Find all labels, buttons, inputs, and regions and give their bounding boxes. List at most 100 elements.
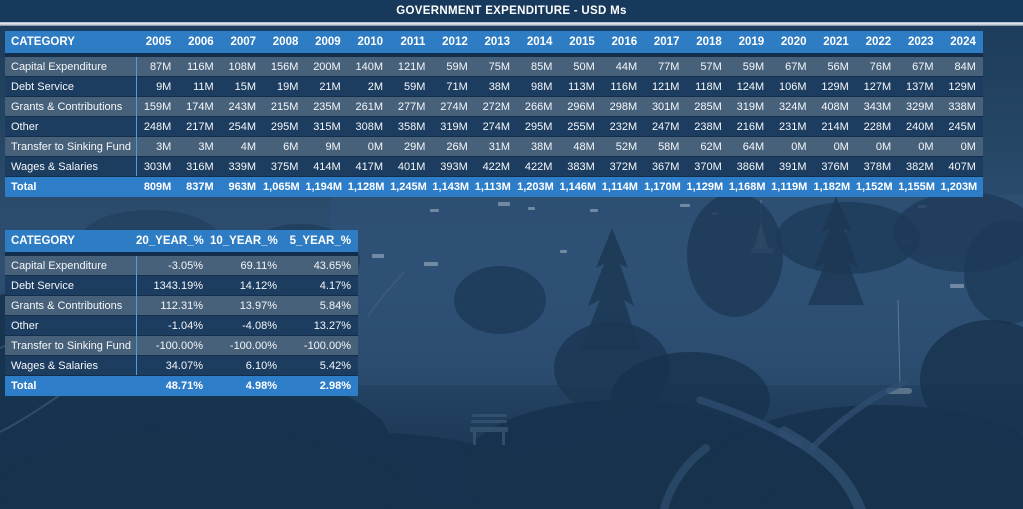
- page-title: GOVERNMENT EXPENDITURE - USD Ms: [396, 5, 627, 17]
- value-cell: 85M: [531, 60, 553, 73]
- value-cell: 29M: [404, 140, 426, 153]
- value-cell: 414M: [313, 160, 341, 173]
- value-cell: 5.84%: [319, 299, 351, 312]
- value-cell: 215M: [270, 100, 299, 113]
- column-header[interactable]: 2007: [230, 36, 257, 48]
- value-cell: 121M: [651, 80, 680, 93]
- table-row: Debt Service 9M 11M 15M 19M 21M 2M 59M 71M 38M 98M…: [5, 77, 983, 96]
- value-cell: 76M: [869, 60, 892, 73]
- value-cell: 214M: [821, 120, 849, 133]
- total-value-cell: 1,194M: [305, 181, 343, 193]
- park-bench: [470, 414, 508, 445]
- table-row: Grants & Contributions 112.31% 13.97% 5.84%: [5, 296, 358, 315]
- column-header[interactable]: 2019: [738, 36, 765, 48]
- total-value-cell: 1,203M: [517, 181, 554, 193]
- value-cell: 106M: [778, 80, 807, 93]
- total-value-cell: 1,170M: [644, 181, 681, 193]
- value-cell: 298M: [609, 100, 638, 113]
- row-category-label: Other: [11, 319, 39, 332]
- column-header[interactable]: 2006: [188, 36, 214, 48]
- column-header-category[interactable]: CATEGORY: [11, 235, 75, 247]
- value-cell: 272M: [482, 100, 511, 113]
- value-cell: 84M: [954, 60, 976, 73]
- value-cell: 0M: [875, 140, 892, 153]
- value-cell: 301M: [651, 100, 680, 113]
- column-header[interactable]: 2018: [696, 36, 722, 48]
- value-cell: 159M: [143, 100, 172, 113]
- table-row: Other 248M 217M 254M 295M 315M 308M 358M 319M 274…: [5, 117, 983, 136]
- column-header[interactable]: 2024: [950, 36, 976, 48]
- row-category-label: Debt Service: [11, 80, 74, 93]
- column-header[interactable]: 2010: [357, 36, 384, 48]
- value-cell: 31M: [488, 140, 511, 153]
- value-cell: 15M: [234, 80, 257, 93]
- column-header[interactable]: 2008: [272, 36, 299, 48]
- column-header[interactable]: 2021: [823, 36, 849, 48]
- value-cell: 75M: [488, 60, 511, 73]
- value-cell: 118M: [695, 80, 722, 93]
- column-header[interactable]: 2015: [569, 36, 595, 48]
- value-cell: 4M: [240, 140, 257, 153]
- column-header[interactable]: 5_YEAR_%: [289, 235, 351, 247]
- total-value-cell: 1,168M: [728, 181, 766, 193]
- value-cell: 127M: [863, 80, 892, 93]
- column-header[interactable]: 2013: [484, 36, 511, 48]
- value-cell: 274M: [440, 100, 468, 113]
- value-cell: 376M: [821, 160, 849, 173]
- value-cell: -100.00%: [229, 339, 277, 352]
- total-value-cell: 1,245M: [390, 181, 427, 193]
- value-cell: 11M: [193, 80, 214, 93]
- value-cell: 137M: [906, 80, 934, 93]
- table-header-row: CATEGORY 2005 2006 2007 2008 2009 2010 2011 2012…: [5, 31, 983, 53]
- value-cell: 156M: [270, 60, 299, 73]
- column-header[interactable]: 2016: [611, 36, 638, 48]
- value-cell: 240M: [906, 120, 934, 133]
- value-cell: 5.42%: [319, 359, 351, 372]
- value-cell: 338M: [948, 100, 976, 113]
- value-cell: 174M: [186, 100, 214, 113]
- row-category-label: Other: [11, 120, 39, 133]
- column-header[interactable]: 2017: [653, 36, 680, 48]
- total-label: Total: [11, 380, 37, 392]
- column-header[interactable]: 2005: [145, 36, 172, 48]
- table-row: Wages & Salaries 303M 316M 339M 375M 414M 417M…: [5, 157, 983, 176]
- total-value-cell: 1,114M: [601, 181, 638, 193]
- value-cell: -4.08%: [242, 319, 277, 332]
- expenditure-table: CATEGORY 2005 2006 2007 2008 2009 2010 2011 2012…: [5, 31, 983, 197]
- value-cell: 316M: [186, 160, 214, 173]
- value-cell: 38M: [531, 140, 553, 153]
- value-cell: 295M: [270, 120, 299, 133]
- row-category-label: Capital Expenditure: [11, 60, 108, 73]
- value-cell: -1.04%: [168, 319, 203, 332]
- total-value-cell: 48.71%: [165, 380, 203, 392]
- value-cell: 255M: [567, 120, 595, 133]
- row-category-label: Grants & Contributions: [11, 299, 123, 312]
- column-header[interactable]: 2012: [442, 36, 468, 48]
- value-cell: 372M: [609, 160, 638, 173]
- row-category-label: Grants & Contributions: [11, 100, 123, 113]
- column-header[interactable]: 2011: [400, 36, 426, 48]
- value-cell: 382M: [906, 160, 934, 173]
- value-cell: 401M: [397, 160, 426, 173]
- column-header[interactable]: 2020: [780, 36, 807, 48]
- value-cell: 59M: [404, 80, 426, 93]
- total-value-cell: 1,065M: [263, 181, 300, 193]
- value-cell: 44M: [615, 60, 638, 73]
- value-cell: 124M: [736, 80, 765, 93]
- column-header[interactable]: 20_YEAR_%: [136, 235, 204, 247]
- value-cell: 407M: [948, 160, 976, 173]
- column-header[interactable]: 2009: [315, 36, 341, 48]
- column-header-category[interactable]: CATEGORY: [11, 36, 75, 48]
- value-cell: 140M: [355, 60, 384, 73]
- column-header[interactable]: 2023: [907, 36, 934, 48]
- column-header[interactable]: 2022: [865, 36, 892, 48]
- column-header[interactable]: 2014: [526, 36, 553, 48]
- value-cell: 216M: [736, 120, 765, 133]
- category-column-separator: [136, 256, 137, 375]
- table-row: Capital Expenditure -3.05% 69.11% 43.65%: [5, 256, 358, 275]
- value-cell: 235M: [313, 100, 341, 113]
- value-cell: 422M: [482, 160, 511, 173]
- column-header[interactable]: 10_YEAR_%: [210, 235, 278, 247]
- tree-trunk: [660, 379, 909, 509]
- value-cell: 62M: [700, 140, 722, 153]
